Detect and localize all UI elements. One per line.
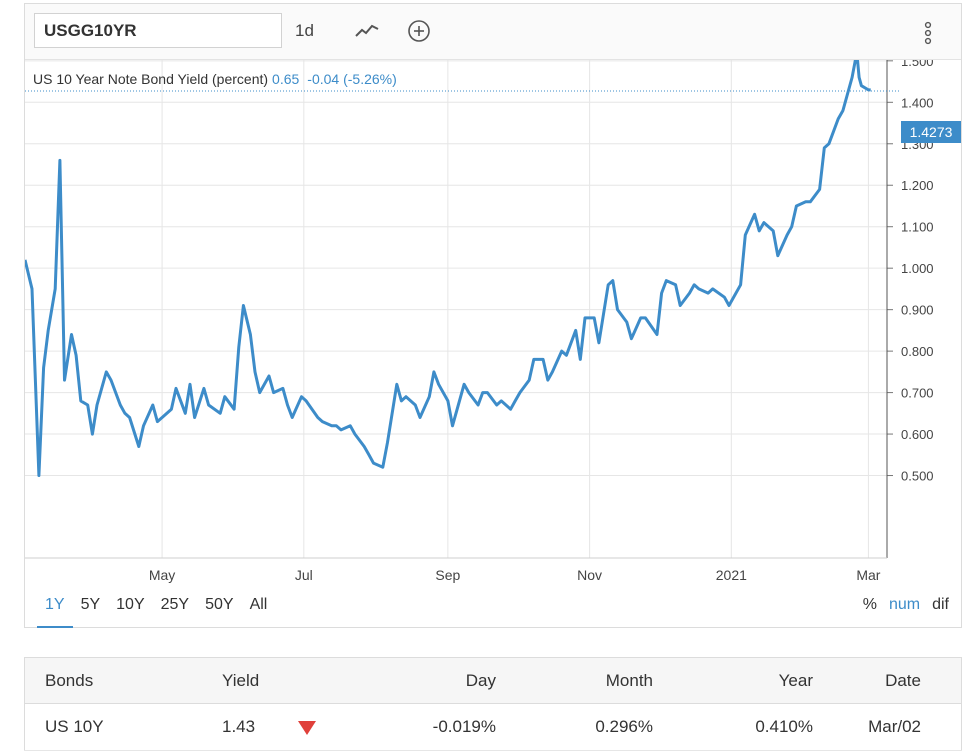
y-tick-label: 1.200 xyxy=(901,178,934,193)
mode-button-percent[interactable]: % xyxy=(862,596,877,613)
date-cell: Mar/02 xyxy=(814,703,962,751)
day-change-cell: -0.019% xyxy=(375,703,497,751)
x-tick-label: Sep xyxy=(435,567,460,583)
add-indicator-icon[interactable] xyxy=(408,20,430,42)
table-row[interactable]: US 10Y 1.43 -0.019% 0.296% 0.410% Mar/02 xyxy=(24,703,962,751)
header-change: -0.04 (-5.26%) xyxy=(307,71,397,87)
y-tick-label: 0.700 xyxy=(901,386,934,401)
col-header-date[interactable]: Date xyxy=(814,657,962,704)
year-change-cell: 0.410% xyxy=(654,703,814,751)
y-tick-label: 0.500 xyxy=(901,469,934,484)
mode-button-num[interactable]: num xyxy=(888,596,921,613)
y-tick-label: 1.400 xyxy=(901,95,934,110)
col-header-indicator xyxy=(283,657,375,704)
col-header-yield[interactable]: Yield xyxy=(176,657,283,704)
chart-title: US 10 Year Note Bond Yield (percent) 0.65… xyxy=(33,71,397,87)
range-button-5y[interactable]: 5Y xyxy=(80,596,101,613)
y-tick-label: 1.100 xyxy=(901,220,934,235)
table-header-row: Bonds Yield Day Month Year Date xyxy=(24,657,962,704)
line-chart[interactable]: 1.5001.4001.3001.2001.1001.0000.9000.800… xyxy=(25,60,961,590)
col-header-month[interactable]: Month xyxy=(497,657,654,704)
range-button-1y[interactable]: 1Y xyxy=(37,594,73,628)
yield-cell: 1.43 xyxy=(176,703,283,751)
chart-title-text: US 10 Year Note Bond Yield (percent) xyxy=(33,71,269,87)
month-change-cell: 0.296% xyxy=(497,703,654,751)
col-header-bonds[interactable]: Bonds xyxy=(24,657,176,704)
scale-mode-selector: % num dif xyxy=(857,594,955,616)
chart-type-icon[interactable] xyxy=(354,21,380,41)
range-button-10y[interactable]: 10Y xyxy=(116,596,145,613)
mode-button-dif[interactable]: dif xyxy=(932,596,949,613)
range-selector: 1Y 5Y 10Y 25Y 50Y All xyxy=(37,594,275,628)
y-tick-label: 1.500 xyxy=(901,60,934,69)
bonds-table: Bonds Yield Day Month Year Date US 10Y 1… xyxy=(24,657,962,751)
more-options-icon[interactable] xyxy=(921,19,935,47)
x-tick-label: May xyxy=(149,567,175,583)
x-tick-label: Mar xyxy=(856,567,880,583)
current-price-label: 1.4273 xyxy=(901,121,961,143)
x-tick-label: 2021 xyxy=(716,567,747,583)
y-tick-label: 1.000 xyxy=(901,261,934,276)
range-button-25y[interactable]: 25Y xyxy=(160,596,190,613)
symbol-input[interactable] xyxy=(34,13,282,48)
interval-button[interactable]: 1d xyxy=(295,21,314,40)
range-button-all[interactable]: All xyxy=(249,596,268,613)
header-value: 0.65 xyxy=(272,71,300,87)
col-header-day[interactable]: Day xyxy=(375,657,497,704)
bond-name-cell[interactable]: US 10Y xyxy=(24,703,176,751)
x-tick-label: Nov xyxy=(577,567,602,583)
x-tick-label: Jul xyxy=(295,567,313,583)
range-button-50y[interactable]: 50Y xyxy=(205,596,234,613)
y-tick-label: 0.600 xyxy=(901,427,934,442)
col-header-year[interactable]: Year xyxy=(654,657,814,704)
chart-toolbar: 1d xyxy=(25,4,961,60)
yield-series-line[interactable] xyxy=(25,60,871,477)
direction-cell xyxy=(283,703,375,751)
y-tick-label: 0.900 xyxy=(901,303,934,318)
y-tick-label: 0.800 xyxy=(901,344,934,359)
down-arrow-icon xyxy=(298,720,316,735)
chart-panel: 1d 1.5001.4001.3001.2001.1001.0000.9000.… xyxy=(24,3,962,628)
